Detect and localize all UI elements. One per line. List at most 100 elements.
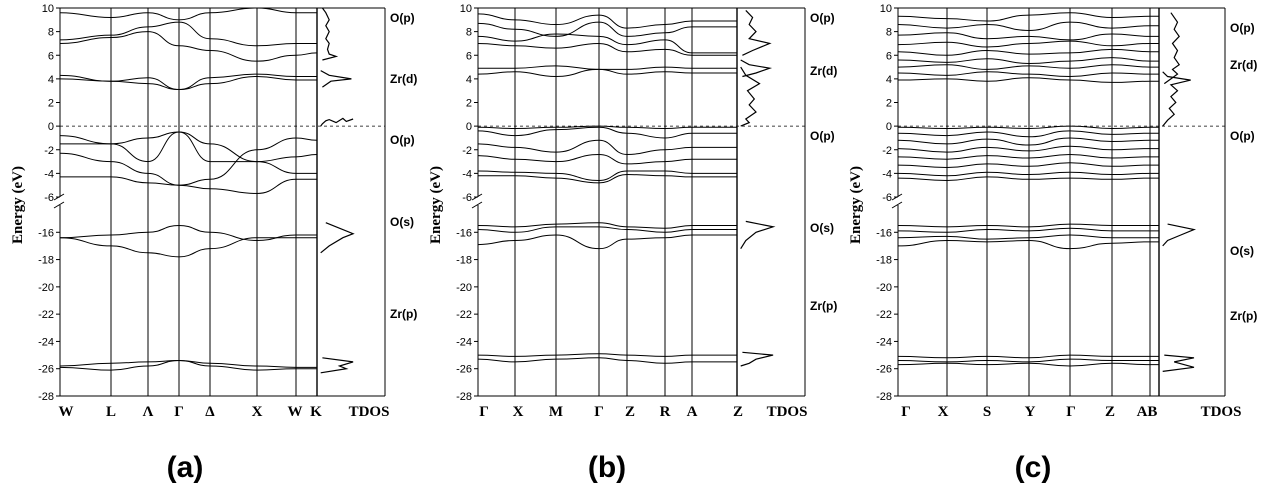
y-tick-label: -2	[462, 145, 472, 157]
axis-break-mark	[891, 201, 903, 209]
dos-curve	[740, 351, 774, 367]
y-tick-label: -26	[876, 364, 892, 376]
band-line	[478, 170, 737, 181]
axis-break-mark	[471, 201, 483, 209]
orbital-annotation: Zr(d)	[1230, 58, 1257, 72]
kpoint-label: X	[938, 404, 949, 420]
y-tick-label: 2	[886, 98, 892, 110]
y-tick-label: -22	[876, 309, 892, 321]
band-line	[898, 77, 1159, 83]
y-tick-label: 2	[466, 98, 472, 110]
y-tick-label: 10	[460, 3, 472, 15]
y-tick-label: -26	[456, 364, 472, 376]
band-line	[898, 227, 1159, 233]
band-line	[478, 65, 737, 70]
y-tick-label: -24	[456, 336, 472, 348]
y-tick-label: 10	[880, 3, 892, 15]
kpoint-label: Λ	[143, 404, 154, 420]
y-tick-label: -24	[38, 336, 54, 348]
y-tick-label: -22	[38, 309, 54, 321]
kpoint-label: M	[549, 404, 563, 420]
y-tick-label: -18	[456, 255, 472, 267]
dos-curve	[740, 59, 773, 78]
band-line	[898, 32, 1159, 41]
orbital-annotation: Zr(d)	[810, 64, 837, 78]
y-tick-label: -28	[38, 391, 54, 403]
band-line	[898, 21, 1159, 31]
y-tick-label: -4	[882, 168, 892, 180]
band-line	[898, 64, 1159, 70]
band-line	[898, 358, 1159, 363]
dos-curve	[320, 222, 355, 254]
band-line	[898, 57, 1159, 65]
y-tick-label: -4	[462, 168, 472, 180]
kpoint-label: X	[252, 404, 263, 420]
y-tick-label: 6	[466, 50, 472, 62]
band-line	[898, 40, 1159, 48]
band-line	[60, 360, 317, 368]
kpoint-label: Γ	[594, 404, 604, 420]
panel-label: (c)	[1015, 451, 1052, 484]
band-line	[60, 21, 317, 47]
y-tick-label: 10	[42, 3, 54, 15]
band-line	[478, 222, 737, 229]
panel-label: (b)	[588, 451, 626, 484]
y-tick-label: 6	[48, 50, 54, 62]
kpoint-label: Δ	[205, 404, 215, 420]
y-tick-label: 0	[886, 121, 892, 133]
dos-curve	[320, 357, 354, 374]
y-tick-label: -20	[38, 282, 54, 294]
band-line	[60, 131, 317, 163]
dos-curve	[1162, 354, 1195, 372]
dos-curve	[1163, 12, 1181, 85]
orbital-annotation: Zr(d)	[390, 72, 417, 86]
orbital-annotation: O(p)	[810, 11, 835, 25]
band-line	[898, 239, 1159, 250]
y-tick-label: -20	[876, 282, 892, 294]
y-tick-label: -20	[456, 282, 472, 294]
y-axis-label: Energy (eV)	[10, 166, 26, 244]
y-tick-label: 4	[466, 74, 472, 86]
y-tick-label: -26	[38, 364, 54, 376]
band-line	[60, 8, 317, 21]
band-line	[898, 12, 1159, 22]
band-line	[478, 126, 737, 139]
band-line	[478, 42, 737, 56]
band-line	[898, 145, 1159, 153]
y-tick-label: 6	[886, 50, 892, 62]
kpoint-label: S	[983, 404, 991, 420]
kpoint-label: Γ	[1066, 404, 1076, 420]
dos-curve	[321, 7, 339, 61]
y-axis-label: Energy (eV)	[428, 166, 444, 244]
band-line	[478, 68, 737, 78]
kpoint-label: Γ	[901, 404, 911, 420]
dos-curve	[1162, 223, 1197, 247]
axis-break-mark	[53, 201, 65, 209]
band-line	[60, 176, 317, 194]
y-tick-label: 4	[48, 74, 54, 86]
band-line	[898, 234, 1159, 240]
band-line	[478, 125, 737, 129]
y-tick-label: -28	[876, 391, 892, 403]
band-line	[478, 139, 737, 155]
tdos-label: TDOS	[1201, 404, 1242, 420]
band-line	[898, 223, 1159, 228]
y-tick-label: -6	[44, 192, 54, 204]
kpoint-label: AB	[1137, 404, 1158, 420]
band-line	[898, 362, 1159, 367]
y-tick-label: 8	[886, 27, 892, 39]
band-line	[60, 224, 317, 241]
orbital-annotation: O(s)	[1230, 244, 1254, 258]
band-line	[898, 130, 1159, 138]
band-line	[478, 226, 737, 233]
band-line	[478, 21, 737, 37]
y-tick-label: 0	[466, 121, 472, 133]
y-tick-label: -16	[456, 227, 472, 239]
y-tick-label: -18	[876, 255, 892, 267]
band-line	[898, 171, 1159, 177]
kpoint-label: Γ	[174, 404, 184, 420]
band-line	[898, 71, 1159, 78]
band-line	[478, 153, 737, 165]
band-line	[60, 73, 317, 91]
